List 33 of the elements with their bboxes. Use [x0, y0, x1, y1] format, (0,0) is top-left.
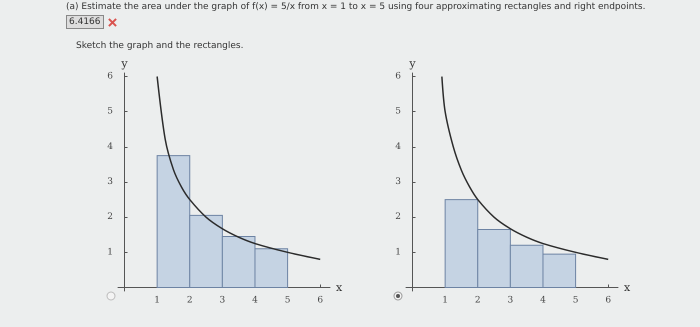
y-tick-label: 5 [395, 106, 402, 117]
y-tick-label: 5 [107, 106, 114, 117]
y-tick-label: 2 [395, 212, 401, 222]
x-tick-label: 6 [605, 296, 612, 306]
line-series [441, 76, 609, 260]
y-tick-label: 1 [107, 247, 113, 258]
x-tick-label: 4 [252, 296, 258, 306]
y-axis-title: y [120, 57, 128, 70]
text: 6.4166 [66, 15, 104, 29]
x-tick-label: 3 [508, 296, 514, 306]
y-tick-label: 3 [395, 177, 402, 187]
y-tick-label: 4 [395, 142, 402, 152]
x-axis-title: x [336, 280, 343, 294]
y-tick-label: 3 [107, 177, 114, 187]
x-tick-label: 2 [186, 296, 193, 306]
y-tick-label: 6 [395, 72, 402, 82]
y-tick-label: 4 [107, 142, 114, 152]
x-tick-label: 2 [474, 296, 481, 306]
x-tick-label: 3 [220, 296, 226, 306]
x-tick-label: 5 [284, 296, 291, 306]
chart-subtitle: Sketch the graph and the rectangles. [76, 41, 244, 51]
y-tick-label: 6 [107, 72, 114, 82]
text: (a) Estimate the area under the graph of f(x) = 5/x from x = 1 to x = 5 using four approximating rectangles and right endpoints. [66, 2, 646, 12]
line-series [156, 76, 321, 260]
x-axis-title: x [624, 280, 631, 294]
x-tick-label: 6 [317, 296, 324, 306]
y-axis-title: y [408, 57, 416, 70]
x-tick-label: 1 [154, 296, 160, 306]
y-tick-label: 1 [395, 247, 401, 258]
x-tick-label: 4 [540, 296, 546, 306]
x-tick-label: 1 [442, 296, 448, 306]
x-tick-label: 5 [572, 296, 579, 306]
y-tick-label: 2 [107, 212, 113, 222]
